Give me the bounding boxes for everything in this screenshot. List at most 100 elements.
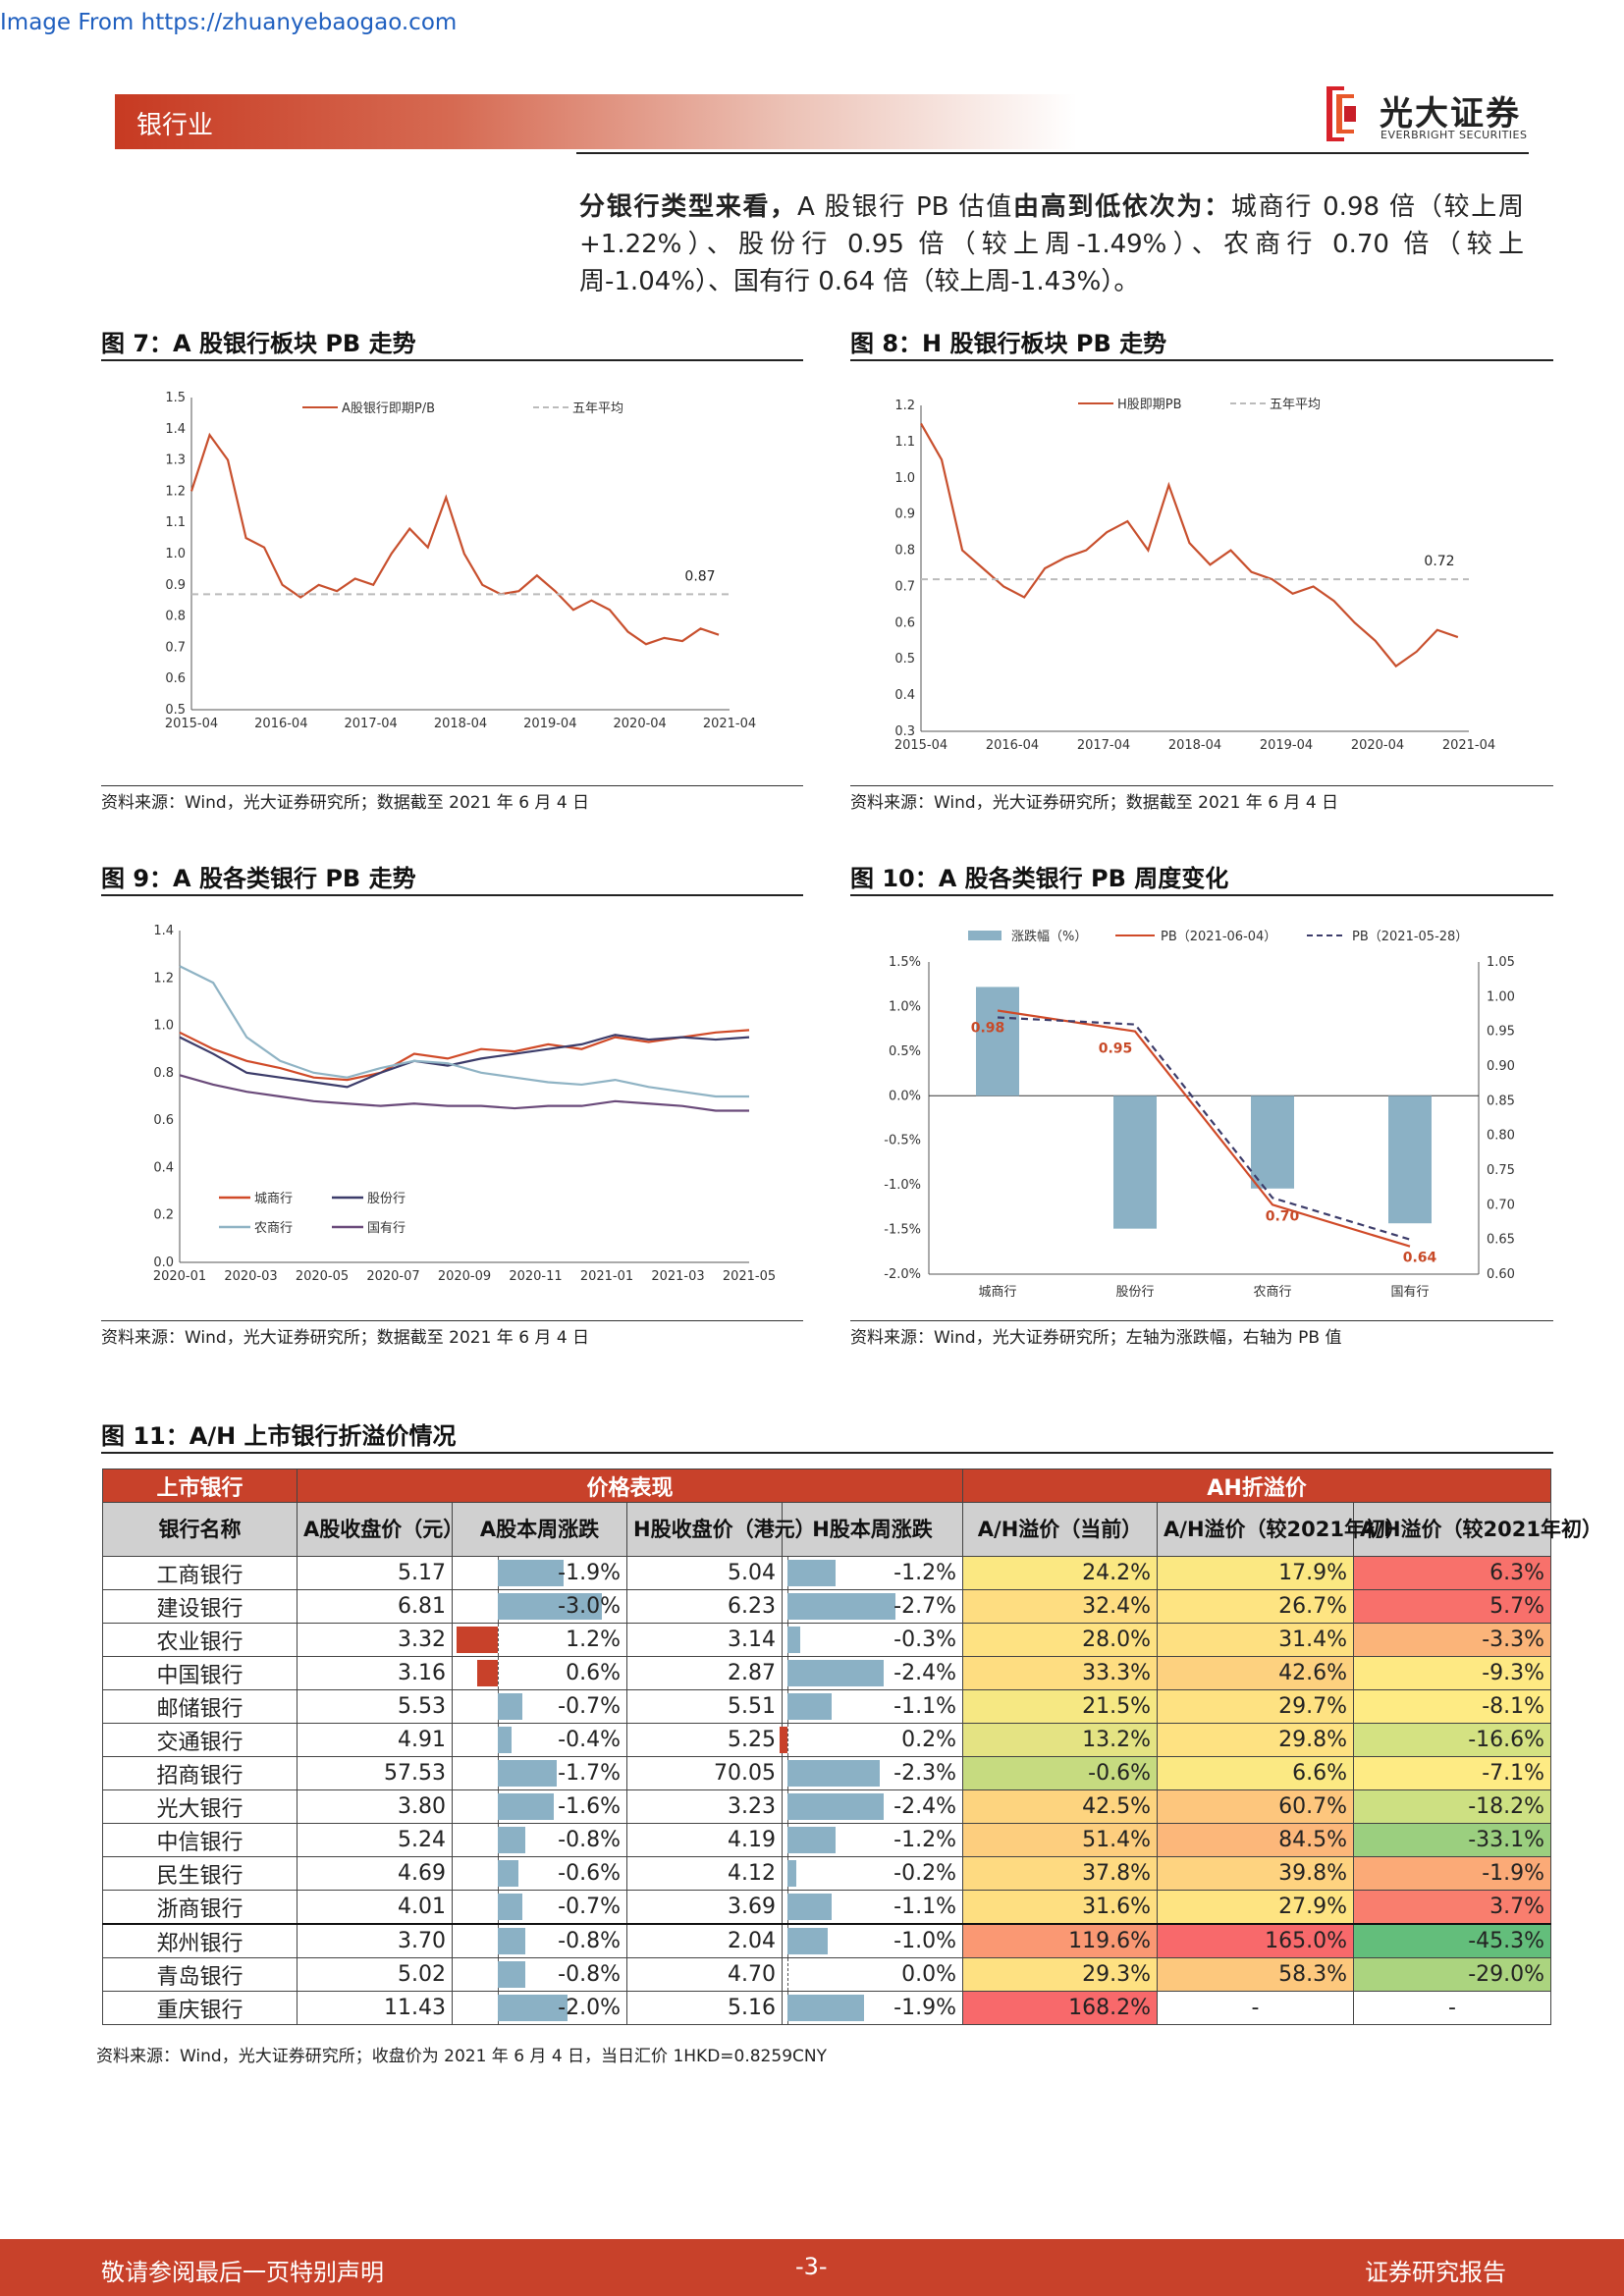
premium-value: 29.3% <box>962 1957 1159 1992</box>
change-bar-cell: -0.7% <box>452 1890 627 1925</box>
source-link[interactable]: Image From https://zhuanyebaogao.com <box>0 10 458 35</box>
change-bar-cell: -1.2% <box>781 1556 964 1590</box>
change-bar <box>787 1995 864 2021</box>
premium-value: 168.2% <box>962 1991 1159 2025</box>
intro-paragraph: 分银行类型来看，A 股银行 PB 估值由高到低依次为：城商行 0.98 倍（较上… <box>579 188 1524 300</box>
y-tick-label: 0.5 <box>165 703 186 718</box>
price-value: 5.24 <box>297 1823 453 1857</box>
x-tick-label: 2021-01 <box>580 1269 633 1284</box>
change-bar-cell: -0.6% <box>452 1856 627 1891</box>
premium-value: 33.3% <box>962 1656 1159 1690</box>
change-bar-cell: -1.9% <box>452 1556 627 1590</box>
price-value: 11.43 <box>297 1991 453 2025</box>
change-bar <box>787 1894 833 1920</box>
left-tick-label: 0.5% <box>889 1044 921 1059</box>
change-bar-cell: -1.1% <box>781 1890 964 1925</box>
y-tick-label: 0.6 <box>165 671 186 686</box>
premium-value: 24.2% <box>962 1556 1159 1590</box>
series-line-0 <box>179 1029 750 1082</box>
change-value: -1.1% <box>893 1895 957 1919</box>
x-tick-label: 2015-04 <box>894 738 947 753</box>
legend-label: H股即期PB <box>1117 398 1182 412</box>
fig9-rule <box>101 894 803 896</box>
column-header: A股收盘价（元） <box>297 1502 463 1557</box>
change-bar <box>780 1727 788 1753</box>
price-value: 4.91 <box>297 1723 453 1757</box>
bank-name: 农业银行 <box>102 1623 298 1657</box>
pb-data-label: 0.64 <box>1403 1251 1437 1266</box>
change-bar <box>498 1727 513 1753</box>
bank-name: 青岛银行 <box>102 1957 298 1992</box>
premium-value: -45.3% <box>1353 1923 1552 1958</box>
bank-name: 郑州银行 <box>102 1923 298 1958</box>
x-tick-label: 2020-04 <box>614 717 667 731</box>
premium-value: -1.9% <box>1353 1856 1552 1891</box>
fig11-title: 图 11：A/H 上市银行折溢价情况 <box>101 1422 457 1450</box>
change-bar <box>498 1560 565 1586</box>
logo-english: EVERBRIGHT SECURITIES <box>1380 129 1528 141</box>
table-row: 中国银行 3.16 0.6% 2.87 -2.4% 33.3% 42.6% -9.3% <box>102 1656 1552 1690</box>
series-line-1 <box>179 1034 750 1089</box>
premium-value: 6.6% <box>1157 1756 1355 1790</box>
change-bar <box>498 1961 526 1988</box>
y-tick-label: 0.6 <box>153 1113 174 1128</box>
price-value: 4.70 <box>626 1957 783 1992</box>
change-bar <box>498 1928 526 1954</box>
change-bar <box>787 1693 833 1720</box>
change-bar-cell: -1.6% <box>452 1789 627 1824</box>
x-tick-label: 2021-04 <box>1442 738 1495 753</box>
premium-value: 31.6% <box>962 1890 1159 1925</box>
bar-2 <box>1251 1095 1294 1189</box>
change-bar-cell: -2.7% <box>781 1589 964 1624</box>
change-value: -2.4% <box>893 1794 957 1819</box>
bar-0 <box>976 987 1019 1096</box>
change-bar <box>787 1793 885 1820</box>
change-value: -2.7% <box>893 1594 957 1619</box>
change-value: -3.0% <box>558 1594 621 1619</box>
premium-value: 60.7% <box>1157 1789 1355 1824</box>
premium-value: 21.5% <box>962 1689 1159 1724</box>
premium-value: 37.8% <box>962 1856 1159 1891</box>
bank-name: 浙商银行 <box>102 1890 298 1925</box>
change-bar-cell: -2.4% <box>781 1789 964 1824</box>
y-tick-label: 1.1 <box>894 435 915 450</box>
premium-value: - <box>1353 1991 1552 2025</box>
change-bar <box>498 1995 568 2021</box>
premium-value: 28.0% <box>962 1623 1159 1657</box>
change-value: -1.9% <box>558 1561 621 1585</box>
y-tick-label: 1.3 <box>165 454 186 468</box>
change-bar-cell: -0.8% <box>452 1823 627 1857</box>
change-value: -2.3% <box>893 1761 957 1786</box>
right-tick-label: 0.90 <box>1487 1059 1515 1074</box>
change-value: -1.9% <box>893 1996 957 2020</box>
fig8-source-rule <box>850 785 1553 786</box>
fig9-title: 图 9：A 股各类银行 PB 走势 <box>101 865 416 892</box>
change-bar <box>787 1560 837 1586</box>
change-bar-cell: 0.2% <box>780 1723 964 1757</box>
premium-value: 32.4% <box>962 1589 1159 1624</box>
change-value: -1.2% <box>893 1828 957 1852</box>
price-value: 3.80 <box>297 1789 453 1824</box>
price-value: 2.87 <box>626 1656 783 1690</box>
change-bar <box>787 1627 800 1653</box>
group-header-price: 价格表现 <box>296 1468 964 1503</box>
sector-header: 银行业 <box>115 94 1077 149</box>
premium-value: 6.3% <box>1353 1556 1552 1590</box>
y-tick-label: 0.8 <box>165 610 186 624</box>
series-line-3 <box>179 1074 749 1112</box>
premium-value: 5.7% <box>1353 1589 1552 1624</box>
change-value: -0.7% <box>558 1895 621 1919</box>
price-value: 5.04 <box>626 1556 783 1590</box>
legend-label: 股份行 <box>367 1192 406 1206</box>
table-row: 浙商银行 4.01 -0.7% 3.69 -1.1% 31.6% 27.9% 3.7% <box>102 1890 1552 1925</box>
change-bar <box>498 1793 554 1820</box>
legend-label: 五年平均 <box>572 401 623 416</box>
bank-name: 招商银行 <box>102 1756 298 1790</box>
average-annotation: 0.72 <box>1424 554 1454 569</box>
price-value: 4.12 <box>626 1856 783 1891</box>
premium-value: 29.8% <box>1157 1723 1355 1757</box>
legend-label: 农商行 <box>254 1221 293 1236</box>
fig10-source: 资料来源：Wind，光大证券研究所；左轴为涨跌幅，右轴为 PB 值 <box>850 1328 1342 1348</box>
right-tick-label: 0.70 <box>1487 1198 1515 1212</box>
bar-axis <box>498 1624 500 1656</box>
